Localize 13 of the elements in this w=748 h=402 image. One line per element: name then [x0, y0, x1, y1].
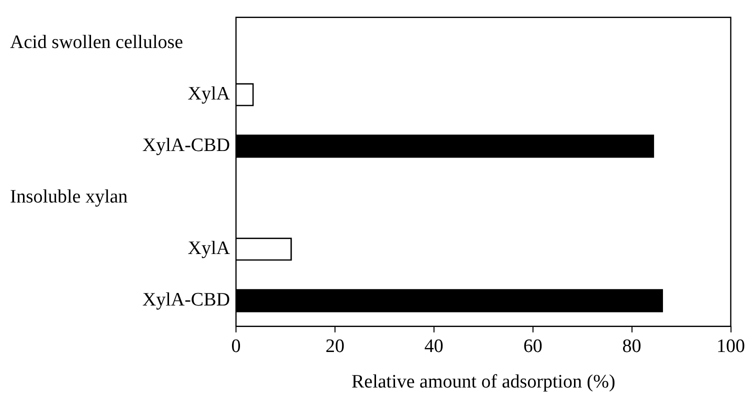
x-tick-label: 60: [523, 336, 542, 357]
x-axis-title: Relative amount of adsorption (%): [351, 372, 616, 393]
y-tick-label: XylA-CBD: [142, 290, 230, 311]
x-tick-label: 100: [716, 336, 745, 357]
x-tick-label: 20: [325, 336, 344, 357]
x-tick-label: 0: [231, 336, 241, 357]
y-tick-label: XylA-CBD: [142, 135, 230, 156]
text: Acid swollen cellulose: [10, 32, 184, 54]
x-tick-label: 80: [622, 336, 642, 357]
y-tick-label: XylA: [188, 238, 230, 260]
text: Insoluble xylan: [10, 186, 128, 208]
x-tick-label: 40: [424, 336, 444, 357]
y-tick-label: XylA: [188, 84, 230, 105]
